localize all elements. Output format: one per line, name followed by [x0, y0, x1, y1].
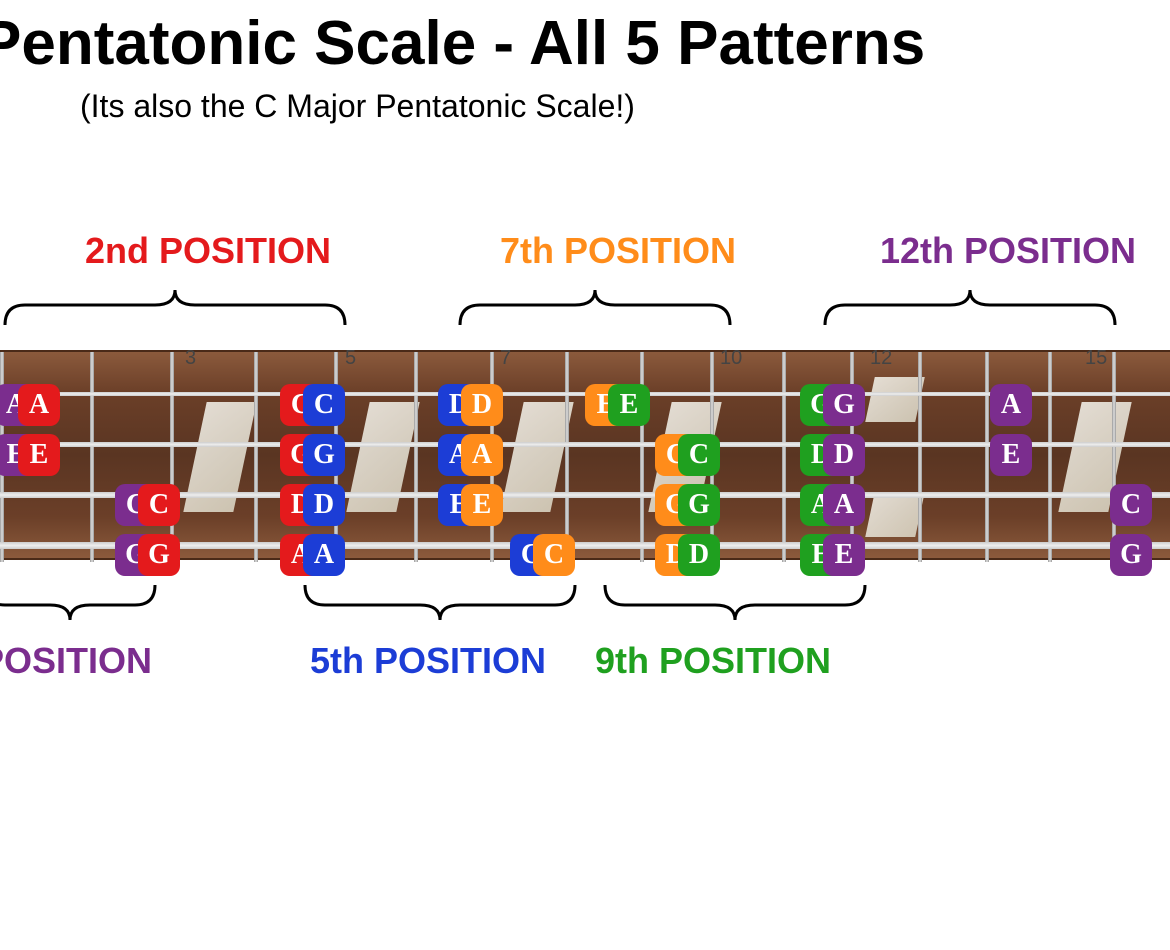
note-marker: D	[823, 434, 865, 476]
note-marker: G	[138, 534, 180, 576]
guitar-neck: 357101215AAEECCGGCCGGDDAADDAAEECCEECCGGD…	[0, 350, 1170, 560]
note-marker: E	[990, 434, 1032, 476]
fret-number: 5	[345, 347, 356, 370]
note-marker: G	[303, 434, 345, 476]
fret-wire	[1112, 352, 1116, 562]
brace-icon	[0, 285, 350, 330]
fret-wire	[170, 352, 174, 562]
note-marker: E	[823, 534, 865, 576]
brace-icon	[455, 285, 735, 330]
fret-wire	[782, 352, 786, 562]
note-marker: E	[461, 484, 503, 526]
brace-icon	[820, 285, 1120, 330]
note-marker: C	[533, 534, 575, 576]
page-title: Pentatonic Scale - All 5 Patterns	[0, 8, 925, 79]
position-label: 7th POSITION	[500, 230, 736, 272]
brace-icon	[300, 580, 580, 625]
position-label: 5th POSITION	[310, 640, 546, 682]
page-subtitle: (Its also the C Major Pentatonic Scale!)	[80, 88, 635, 125]
fret-number: 12	[870, 347, 892, 370]
note-marker: G	[678, 484, 720, 526]
position-label: 9th POSITION	[595, 640, 831, 682]
note-marker: D	[678, 534, 720, 576]
fret-number: 7	[500, 347, 511, 370]
fret-wire	[90, 352, 94, 562]
fret-wire	[918, 352, 922, 562]
position-label: 2nd POSITION	[85, 230, 331, 272]
fret-wire	[985, 352, 989, 562]
fret-inlay	[865, 377, 925, 422]
note-marker: A	[303, 534, 345, 576]
fret-wire	[565, 352, 569, 562]
note-marker: D	[303, 484, 345, 526]
note-marker: D	[461, 384, 503, 426]
note-marker: C	[678, 434, 720, 476]
fret-number: 3	[185, 347, 196, 370]
note-marker: A	[990, 384, 1032, 426]
fret-wire	[1048, 352, 1052, 562]
note-marker: C	[138, 484, 180, 526]
note-marker: E	[18, 434, 60, 476]
note-marker: G	[823, 384, 865, 426]
note-marker: A	[461, 434, 503, 476]
note-marker: G	[1110, 534, 1152, 576]
fret-number: 10	[720, 347, 742, 370]
fret-wire	[414, 352, 418, 562]
note-marker: E	[608, 384, 650, 426]
fretboard-diagram: 357101215AAEECCGGCCGGDDAADDAAEECCEECCGGD…	[0, 335, 1170, 575]
note-marker: C	[1110, 484, 1152, 526]
note-marker: C	[303, 384, 345, 426]
note-marker: A	[823, 484, 865, 526]
note-marker: A	[18, 384, 60, 426]
fret-wire	[254, 352, 258, 562]
position-label: 12th POSITION	[880, 230, 1136, 272]
fret-number: 15	[1085, 347, 1107, 370]
brace-icon	[600, 580, 870, 625]
brace-icon	[0, 580, 160, 625]
position-label: POSITION	[0, 640, 152, 682]
fret-inlay	[865, 492, 925, 537]
